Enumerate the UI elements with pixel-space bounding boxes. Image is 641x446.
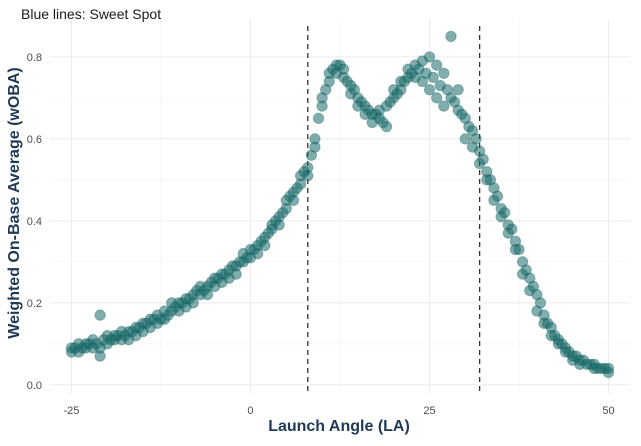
data-point (302, 170, 314, 182)
data-point (438, 100, 450, 112)
data-point (287, 194, 300, 207)
data-point (380, 120, 393, 133)
grid (50, 20, 630, 393)
data-point (602, 366, 615, 379)
data-point (513, 243, 525, 256)
sweet-spot-lines (307, 26, 481, 393)
data-point (498, 206, 511, 219)
x-tick-label: 0 (247, 405, 253, 417)
data-point (230, 268, 242, 280)
data-point (201, 288, 214, 301)
data-point (187, 297, 199, 309)
data-point (477, 153, 489, 166)
data-point (491, 190, 504, 202)
x-axis-title: Launch Angle (LA) (268, 418, 410, 435)
x-tick-label: 50 (602, 405, 614, 417)
data-point (430, 59, 443, 71)
y-axis-title: Weighted On-Base Average (wOBA) (6, 67, 23, 338)
data-point (423, 83, 436, 96)
data-points (65, 30, 615, 379)
data-point (445, 30, 457, 43)
data-point (534, 297, 547, 309)
x-tick-label: -25 (64, 405, 80, 417)
data-point (427, 71, 439, 84)
data-point (470, 133, 482, 145)
data-point (251, 247, 264, 260)
data-point (273, 219, 285, 231)
chart-title: Blue lines: Sweet Spot (21, 6, 161, 22)
data-point (430, 92, 443, 104)
y-tick-label: 0.8 (27, 52, 42, 64)
data-point (459, 133, 472, 145)
data-point (259, 239, 271, 252)
data-point (94, 350, 106, 362)
y-tick-label: 0.2 (27, 298, 42, 310)
data-point (452, 83, 464, 96)
x-tick-label: 25 (423, 405, 435, 417)
tick-labels: -25 0 25 50 0.0 0.2 0.4 0.6 0.8 (27, 52, 615, 417)
data-point (423, 51, 436, 63)
data-point (506, 223, 518, 235)
data-point (94, 309, 106, 321)
y-tick-label: 0.0 (27, 380, 42, 392)
y-tick-label: 0.6 (27, 134, 42, 146)
data-point (312, 112, 325, 125)
data-point (438, 67, 450, 79)
data-point (309, 133, 321, 145)
y-tick-label: 0.4 (27, 216, 42, 228)
